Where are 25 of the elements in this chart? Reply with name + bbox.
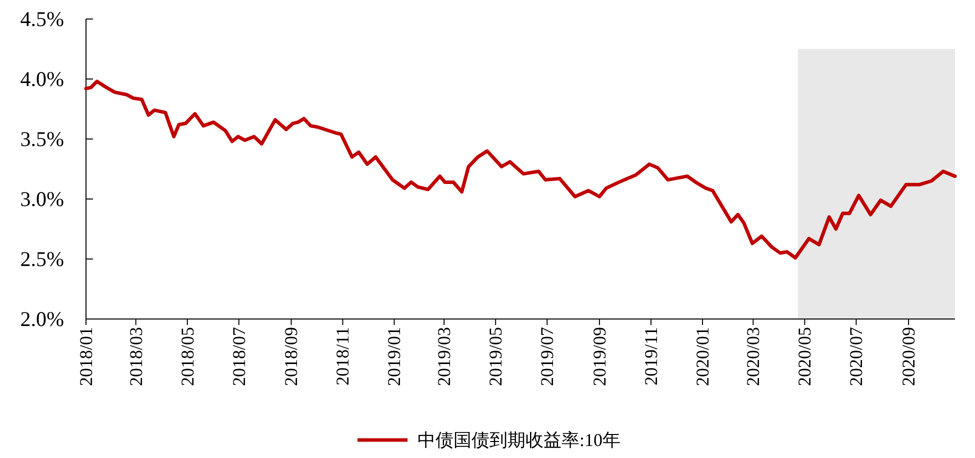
x-tick-label: 2019/07 xyxy=(537,327,558,386)
legend-label: 中债国债到期收益率:10年 xyxy=(418,430,621,450)
x-tick-label: 2018/03 xyxy=(126,327,146,386)
x-tick-label: 2018/01 xyxy=(76,327,96,386)
x-tick-label: 2019/11 xyxy=(640,327,661,386)
x-tick-label: 2020/09 xyxy=(898,327,919,386)
x-tick-label: 2019/03 xyxy=(434,327,454,386)
x-tick-label: 2020/07 xyxy=(846,327,866,386)
x-tick-label: 2018/09 xyxy=(281,327,302,386)
y-tick-label: 4.5% xyxy=(20,7,64,31)
x-tick-label: 2018/11 xyxy=(332,327,353,386)
y-tick-label: 3.0% xyxy=(20,187,64,211)
x-tick-label: 2019/05 xyxy=(486,327,506,386)
y-tick-label: 2.5% xyxy=(20,247,64,271)
x-tick-label: 2020/01 xyxy=(692,327,712,386)
y-tick-label: 4.0% xyxy=(20,67,64,91)
legend: 中债国债到期收益率:10年 xyxy=(358,430,621,450)
x-tick-label: 2020/03 xyxy=(743,327,764,386)
x-tick-label: 2019/01 xyxy=(384,327,404,386)
x-tick-label: 2019/09 xyxy=(589,327,610,386)
x-tick-label: 2018/07 xyxy=(228,327,249,386)
y-tick-label: 3.5% xyxy=(20,127,64,151)
y-tick-label: 2.0% xyxy=(20,307,64,331)
x-tick-label: 2018/05 xyxy=(177,327,198,386)
x-tick-label: 2020/05 xyxy=(794,327,815,386)
